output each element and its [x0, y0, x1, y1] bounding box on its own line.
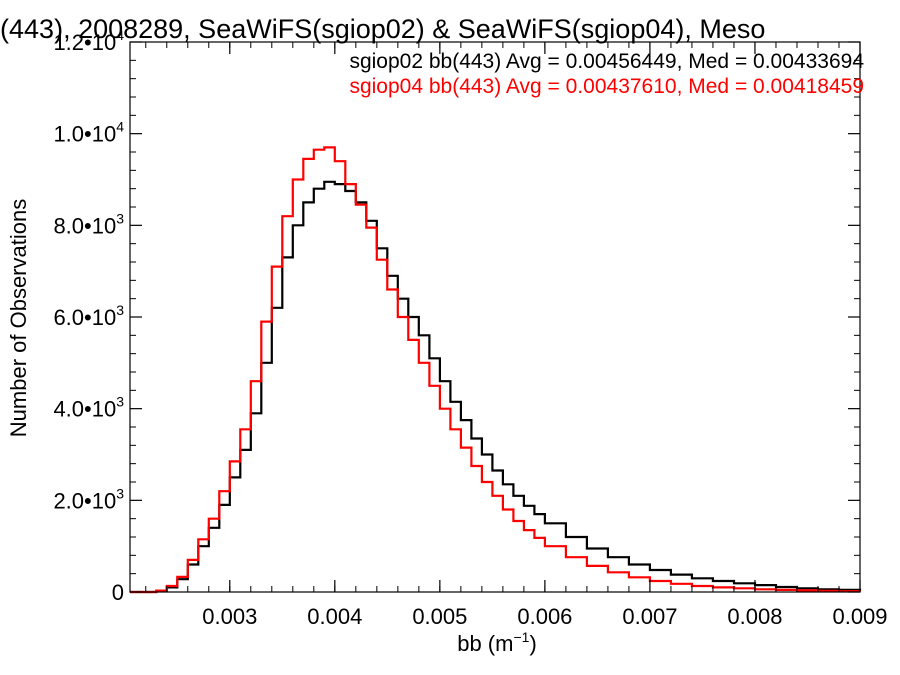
legend-entry-sgiop02: sgiop02 bb(443) Avg = 0.00456449, Med = … [349, 50, 864, 73]
x-axis-label: bb (m−1) [457, 629, 537, 656]
x-tick-label: 0.009 [832, 604, 887, 629]
y-tick-label: 2.0•103 [53, 485, 124, 513]
x-tick-label: 0.004 [307, 604, 362, 629]
series-sgiop04-line [130, 146, 862, 594]
y-tick-label: 6.0•103 [53, 302, 124, 330]
x-axis-label-sup: −1 [513, 629, 529, 645]
x-axis-label-main: bb (m [457, 631, 513, 656]
x-axis-label-end: ) [529, 631, 536, 656]
x-tick-label: 0.007 [622, 604, 677, 629]
x-tick-label: 0.005 [412, 604, 467, 629]
x-tick-label: 0.008 [727, 604, 782, 629]
y-tick-label: 1.0•104 [53, 119, 124, 147]
legend-entry-sgiop04: sgiop04 bb(443) Avg = 0.00437610, Med = … [349, 75, 864, 98]
x-tick-label: 0.006 [517, 604, 572, 629]
y-tick-label: 8.0•103 [53, 210, 124, 238]
chart-title: bb(443), 2008289, SeaWiFS(sgiop02) & Sea… [0, 14, 765, 44]
y-tick-label: 0 [112, 580, 124, 605]
x-tick-label: 0.003 [202, 604, 257, 629]
y-tick-label: 1.2•104 [53, 27, 124, 55]
plot-frame [129, 41, 861, 593]
y-tick-label: 4.0•103 [53, 394, 124, 422]
series-sgiop02-line [130, 180, 862, 594]
y-axis-label: Number of Observations [6, 199, 31, 437]
